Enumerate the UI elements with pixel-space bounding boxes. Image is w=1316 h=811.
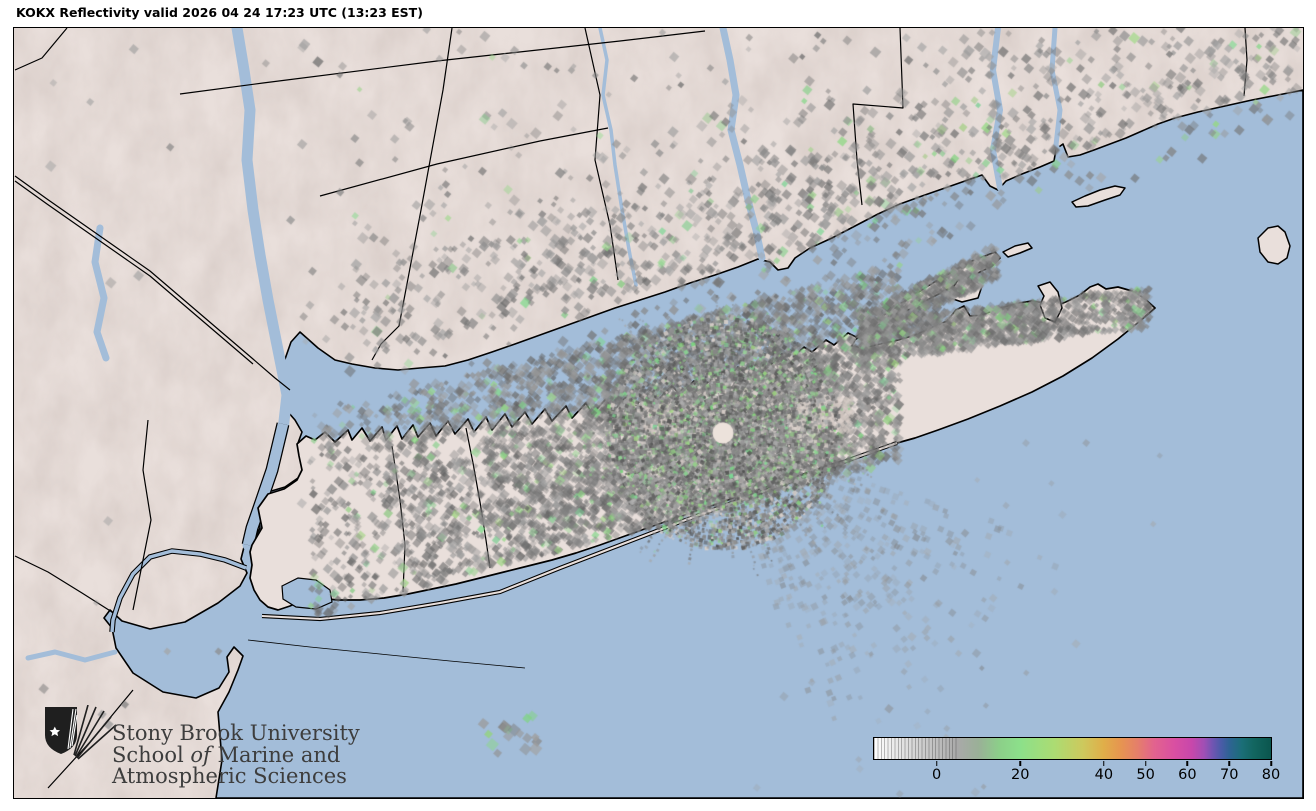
logo-line-1: Stony Brook University — [112, 721, 360, 745]
colorbar-tick — [935, 761, 938, 766]
colorbar-tick — [1019, 761, 1021, 766]
stony-brook-logo-text: Stony Brook University School of Marine … — [112, 721, 360, 788]
colorbar-tick-label: 70 — [1219, 767, 1239, 783]
colorbar-gradient — [874, 738, 1271, 759]
colorbar-tick — [1228, 761, 1230, 766]
radar-clutter-canvas — [14, 28, 1303, 798]
colorbar-discrete-segments — [874, 738, 958, 759]
colorbar-tick-label: 80 — [1261, 767, 1281, 783]
page-title: KOKX Reflectivity valid 2026 04 24 17:23… — [16, 5, 423, 20]
stony-brook-shield-icon — [45, 705, 117, 760]
colorbar-tick-label: 0 — [932, 767, 942, 783]
colorbar-tick-label: 60 — [1178, 767, 1197, 783]
colorbar-tick-label: 50 — [1136, 767, 1155, 783]
colorbar-tick — [1270, 761, 1272, 766]
colorbar-tick — [1144, 761, 1147, 766]
colorbar-tick — [1103, 761, 1105, 766]
logo-line-3: Atmospheric Sciences — [112, 764, 347, 788]
colorbar-tick — [1186, 761, 1189, 766]
logo-line-2: School of Marine and — [112, 742, 341, 767]
colorbar-tick-label: 20 — [1011, 767, 1030, 783]
stony-brook-logo: Stony Brook University School of Marine … — [44, 705, 360, 788]
reflectivity-colorbar: 0 20 40 50 60 70 80 — [873, 737, 1280, 783]
colorbar-tick-label: 40 — [1094, 767, 1114, 783]
radar-map: Stony Brook University School of Marine … — [13, 27, 1304, 799]
